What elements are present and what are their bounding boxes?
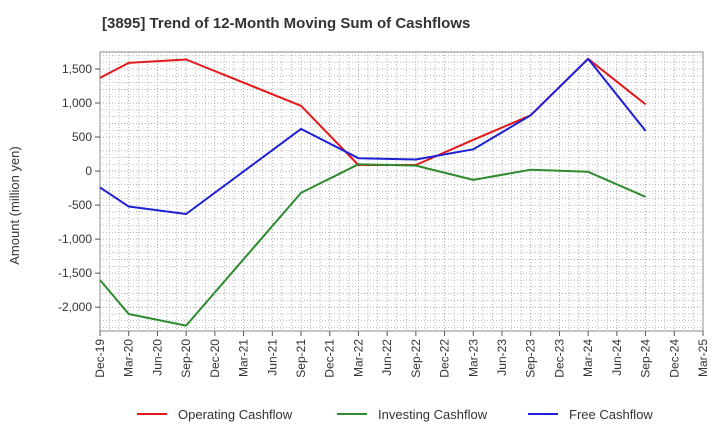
x-tick-label: Dec-23 xyxy=(552,339,566,378)
x-tick-label: Jun-23 xyxy=(495,339,509,376)
x-tick-label: Sep-20 xyxy=(179,339,193,378)
series-line-free-cashflow xyxy=(99,57,647,215)
x-tick-label: Dec-21 xyxy=(323,339,337,378)
x-tick-label: Mar-22 xyxy=(351,339,365,377)
x-tick-label: Jun-24 xyxy=(610,339,624,376)
x-tick-label: Mar-21 xyxy=(237,339,251,377)
legend-label-investing-cashflow: Investing Cashflow xyxy=(378,407,488,422)
y-axis-title: Amount (million yen) xyxy=(7,146,22,265)
plot-frame xyxy=(99,51,704,332)
series-lines xyxy=(99,57,647,327)
y-tick-label: 0 xyxy=(85,164,92,178)
x-tick-label: Sep-23 xyxy=(524,339,538,378)
x-axis: Dec-19 Mar-20 Jun-20 Sep-20 Dec-20 Mar-21 Jun-… xyxy=(93,331,710,378)
x-tick-label: Jun-20 xyxy=(150,339,164,376)
x-tick-label: Mar-20 xyxy=(122,339,136,377)
y-tick-label: -2,000 xyxy=(58,300,92,314)
legend-label-free-cashflow: Free Cashflow xyxy=(569,407,653,422)
legend-label-operating-cashflow: Operating Cashflow xyxy=(178,407,293,422)
legend: Operating Cashflow Investing Cashflow Free… xyxy=(137,407,653,422)
plot-background xyxy=(99,51,704,332)
x-tick-label: Dec-20 xyxy=(208,339,222,378)
x-tick-label: Sep-24 xyxy=(639,339,653,378)
x-tick-label: Mar-24 xyxy=(581,339,595,377)
y-tick-label: -1,500 xyxy=(58,266,92,280)
y-tick-label: 500 xyxy=(72,130,92,144)
y-axis: -2,000 -1,500 -1,000 -500 0 500 1,000 1,500 xyxy=(58,62,100,314)
x-tick-label: Dec-24 xyxy=(667,339,681,378)
y-tick-label: -500 xyxy=(68,198,92,212)
x-tick-label: Sep-21 xyxy=(294,339,308,378)
x-tick-label: Mar-25 xyxy=(696,339,710,377)
x-tick-label: Jun-22 xyxy=(380,339,394,376)
x-tick-label: Dec-19 xyxy=(93,339,107,378)
y-tick-label: 1,500 xyxy=(62,62,92,76)
chart-title: [3895] Trend of 12-Month Moving Sum of C… xyxy=(102,15,471,32)
series-line-investing-cashflow xyxy=(99,163,647,327)
y-tick-label: -1,000 xyxy=(58,232,92,246)
x-tick-label: Jun-21 xyxy=(265,339,279,376)
y-tick-label: 1,000 xyxy=(62,96,92,110)
x-tick-label: Mar-23 xyxy=(466,339,480,377)
x-tick-label: Dec-22 xyxy=(438,339,452,378)
x-tick-label: Sep-22 xyxy=(409,339,423,378)
